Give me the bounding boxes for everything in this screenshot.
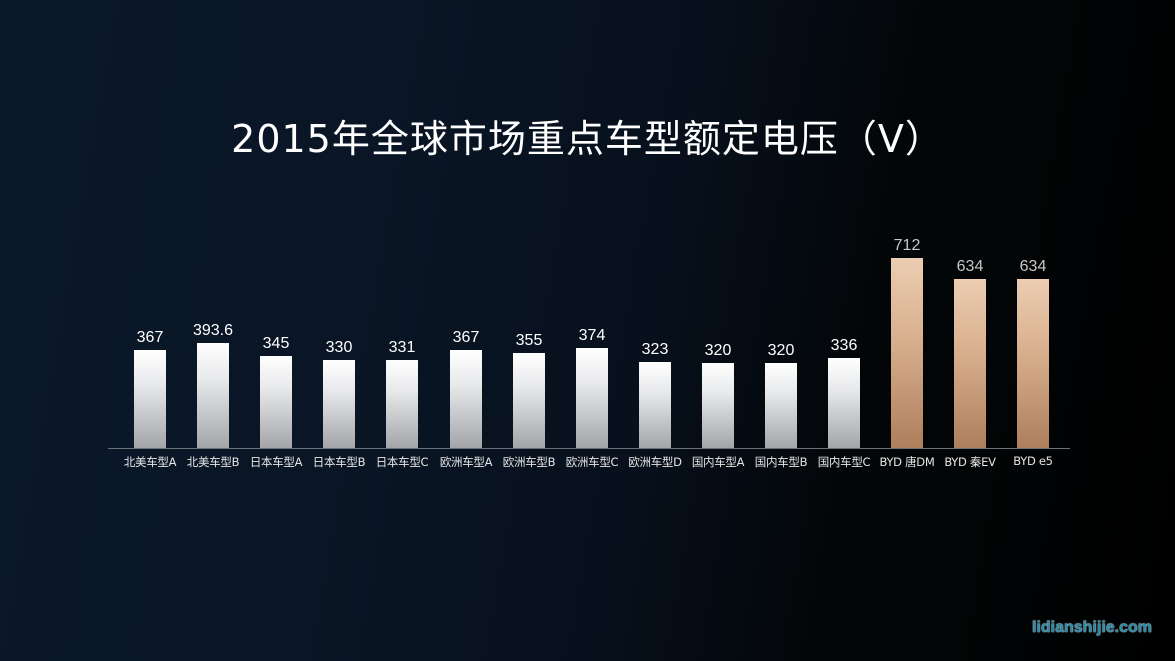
bar <box>702 363 734 448</box>
bar <box>386 360 418 448</box>
bar <box>513 353 545 448</box>
category-label: 日本车型A <box>249 455 303 469</box>
bar <box>639 362 671 448</box>
data-label: 393.6 <box>192 322 234 339</box>
bar <box>260 356 292 448</box>
data-label: 374 <box>578 327 606 344</box>
bar <box>954 279 986 448</box>
data-label: 331 <box>388 339 416 356</box>
data-label: 712 <box>893 237 921 254</box>
bar <box>1017 279 1049 448</box>
category-label: 欧洲车型D <box>628 455 682 469</box>
bar <box>828 358 860 448</box>
data-label: 320 <box>704 342 732 359</box>
category-label: 日本车型B <box>312 455 366 469</box>
watermark: lidianshijie.com <box>1031 619 1152 636</box>
x-axis-line <box>108 448 1070 449</box>
category-label: BYD 唐DM <box>879 455 935 469</box>
bar <box>891 258 923 448</box>
category-label: 国内车型C <box>817 455 871 469</box>
category-label: 欧洲车型A <box>439 455 493 469</box>
bar <box>197 343 229 448</box>
bar <box>450 350 482 448</box>
bar <box>576 348 608 448</box>
category-label: 国内车型B <box>754 455 808 469</box>
data-label: 320 <box>767 342 795 359</box>
data-label: 367 <box>136 329 164 346</box>
data-label: 367 <box>452 329 480 346</box>
category-label: 日本车型C <box>375 455 429 469</box>
data-label: 336 <box>830 337 858 354</box>
data-label: 355 <box>515 332 543 349</box>
data-label: 345 <box>262 335 290 352</box>
category-label: 国内车型A <box>691 455 745 469</box>
bar <box>765 363 797 448</box>
data-label: 634 <box>956 258 984 275</box>
bar <box>134 350 166 448</box>
data-label: 634 <box>1019 258 1047 275</box>
category-label: BYD e5 <box>1013 454 1053 468</box>
data-label: 323 <box>641 341 669 358</box>
data-label: 330 <box>325 339 353 356</box>
category-label: 北美车型B <box>186 455 240 469</box>
category-label: 欧洲车型C <box>565 455 619 469</box>
category-label: BYD 秦EV <box>944 455 996 469</box>
category-label: 北美车型A <box>123 455 177 469</box>
bar <box>323 360 355 448</box>
chart-title: 2015年全球市场重点车型额定电压（V） <box>231 117 944 161</box>
category-label: 欧洲车型B <box>502 455 556 469</box>
